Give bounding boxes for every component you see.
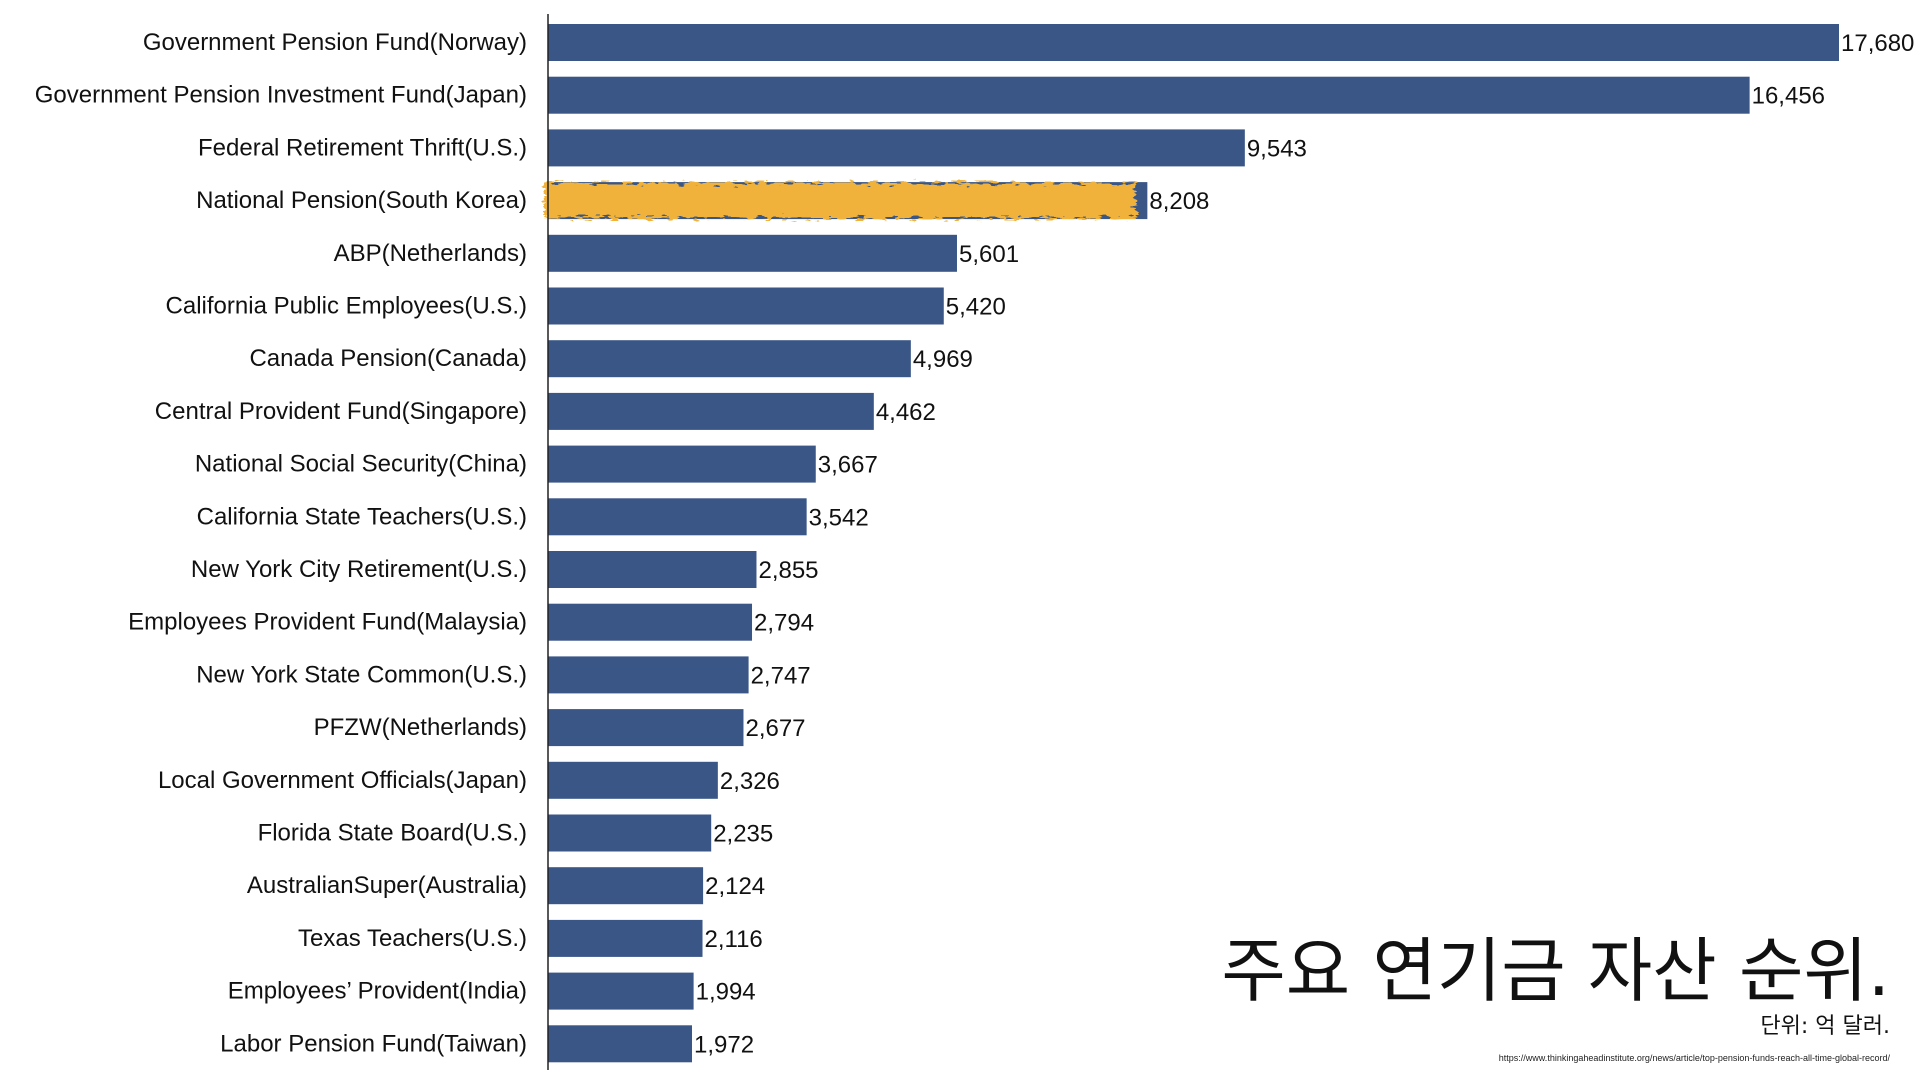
category-label: California State Teachers(U.S.) [197,503,527,530]
category-label: Florida State Board(U.S.) [258,820,527,847]
value-label: 3,542 [809,504,869,531]
bar-6 [548,340,911,378]
bar-1 [548,76,1750,114]
value-label: 2,677 [745,715,805,742]
value-label: 16,456 [1752,83,1825,110]
value-label: 2,116 [705,926,763,953]
bar-4 [548,234,957,272]
category-label: California Public Employees(U.S.) [166,293,527,320]
category-label: Employees’ Provident(India) [228,978,527,1005]
category-label: Labor Pension Fund(Taiwan) [220,1030,527,1057]
value-label: 2,794 [754,610,814,637]
value-label: 1,972 [694,1031,754,1058]
category-label: Texas Teachers(U.S.) [298,925,527,952]
value-label: 4,462 [876,399,936,426]
value-label: 2,235 [713,821,773,848]
bar-0 [548,24,1839,61]
category-label: Canada Pension(Canada) [249,345,527,372]
category-label: Central Provident Fund(Singapore) [155,398,527,425]
value-label: 2,124 [705,873,765,900]
bar-10 [548,551,757,588]
value-label: 4,969 [913,346,973,373]
bar-18 [548,972,694,1010]
value-label: 8,208 [1149,188,1209,215]
value-label: 5,420 [946,294,1006,321]
bar-14 [548,761,718,799]
category-label: National Pension(South Korea) [196,187,527,214]
source-url: https://www.thinkingaheadinstitute.org/n… [1498,1053,1890,1063]
category-label: New York State Common(U.S.) [196,661,527,688]
category-label: AustralianSuper(Australia) [247,872,527,899]
value-label: 1,994 [696,979,756,1006]
value-label: 9,543 [1247,135,1307,162]
value-label: 5,601 [959,241,1019,268]
category-label: ABP(Netherlands) [334,240,527,267]
category-label: PFZW(Netherlands) [314,714,527,741]
value-label: 2,747 [751,662,811,689]
bar-12 [548,656,749,694]
category-label: Federal Retirement Thrift(U.S.) [198,134,527,161]
bar-19 [548,1025,692,1063]
bar-17 [548,919,703,957]
bar-8 [548,445,816,483]
bar-11 [548,603,753,641]
category-label: Employees Provident Fund(Malaysia) [128,609,527,636]
category-label: National Social Security(China) [195,451,527,478]
value-label: 3,667 [818,452,878,479]
bar-13 [548,709,744,747]
category-label: New York City Retirement(U.S.) [191,556,527,583]
value-label: 2,855 [758,557,818,584]
category-label: Government Pension Investment Fund(Japan… [35,82,527,109]
category-label: Government Pension Fund(Norway) [143,29,527,56]
category-label: Local Government Officials(Japan) [158,767,527,794]
value-label: 17,680 [1841,30,1914,57]
value-label: 2,326 [720,768,780,795]
bar-16 [548,867,704,905]
bar-7 [548,392,874,430]
chart-title: 주요 연기금 자산 순위. [1221,930,1890,1012]
highlight-scribble [544,183,1136,219]
bar-2 [548,129,1245,167]
bar-15 [548,814,712,852]
bar-5 [548,287,944,325]
bar-9 [548,498,807,536]
unit-note: 단위: 억 달러. [1760,1014,1890,1039]
